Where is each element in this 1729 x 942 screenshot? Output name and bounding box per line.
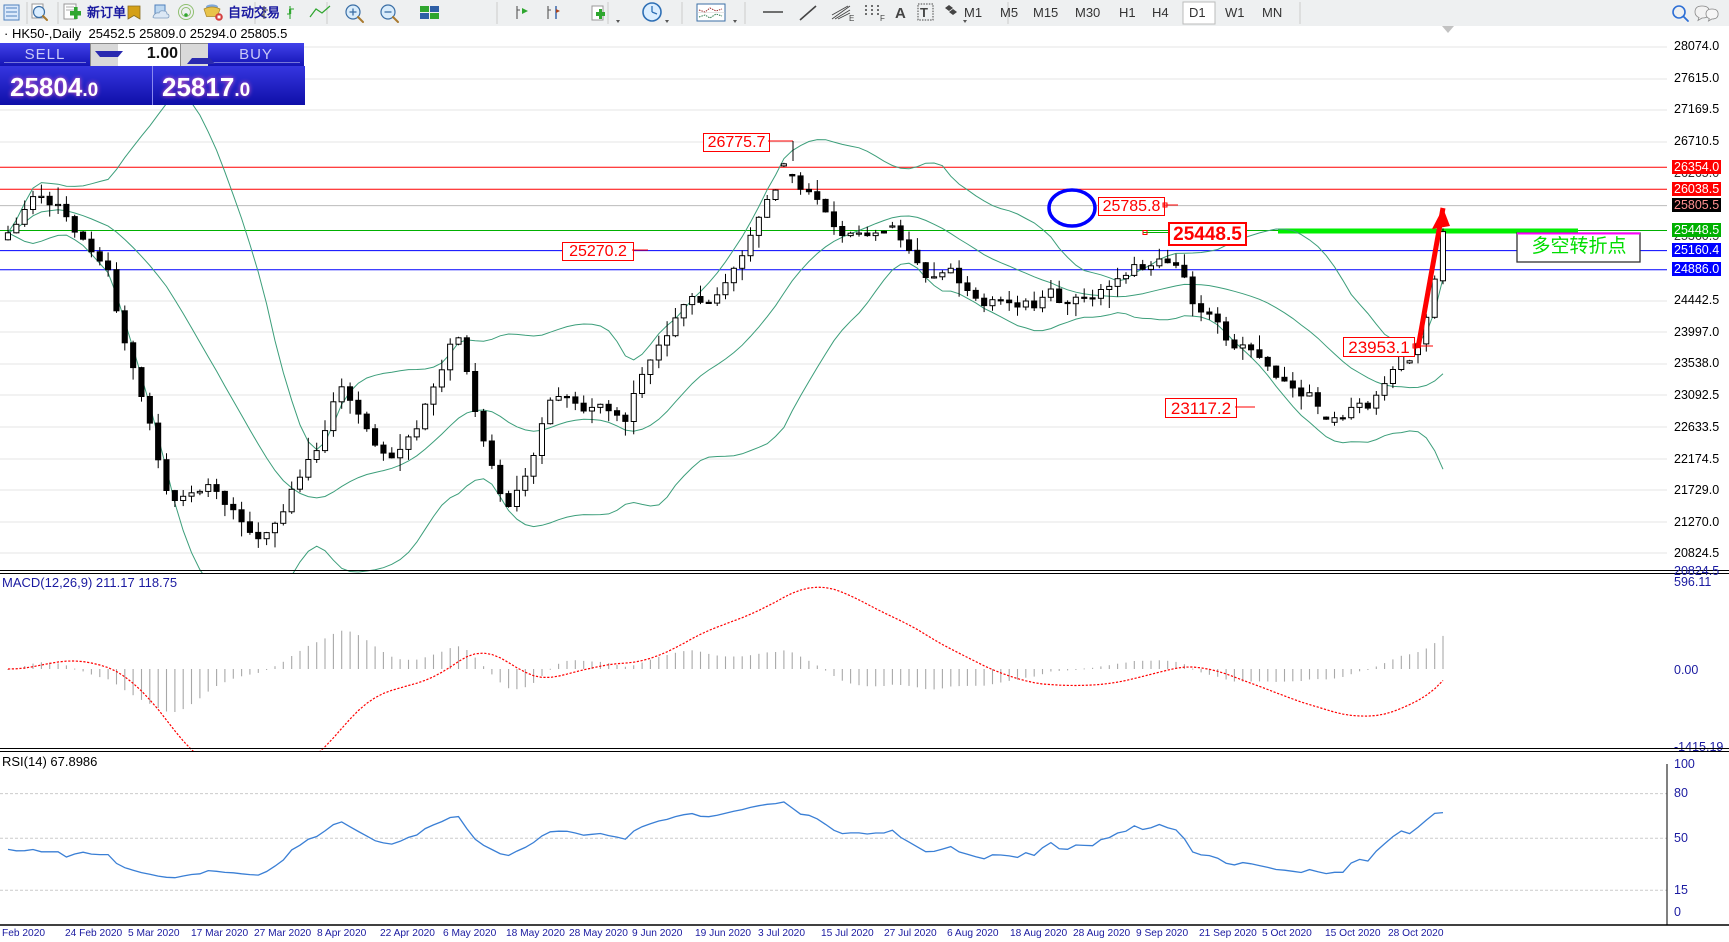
svg-text:H4: H4	[1152, 5, 1169, 20]
svg-text:E: E	[849, 14, 854, 23]
svg-text:M1: M1	[964, 5, 982, 20]
svg-text:M30: M30	[1075, 5, 1100, 20]
svg-text:M15: M15	[1033, 5, 1058, 20]
svg-text:A: A	[895, 5, 906, 22]
svg-text:MN: MN	[1262, 5, 1282, 20]
svg-text:D1: D1	[1189, 5, 1206, 20]
svg-text:自动交易: 自动交易	[228, 5, 280, 20]
svg-text:M5: M5	[1000, 5, 1018, 20]
svg-text:H1: H1	[1119, 5, 1136, 20]
svg-text:W1: W1	[1225, 5, 1245, 20]
svg-text:新订单: 新订单	[87, 5, 126, 20]
svg-text:T: T	[920, 5, 928, 20]
svg-text:F: F	[880, 14, 885, 23]
